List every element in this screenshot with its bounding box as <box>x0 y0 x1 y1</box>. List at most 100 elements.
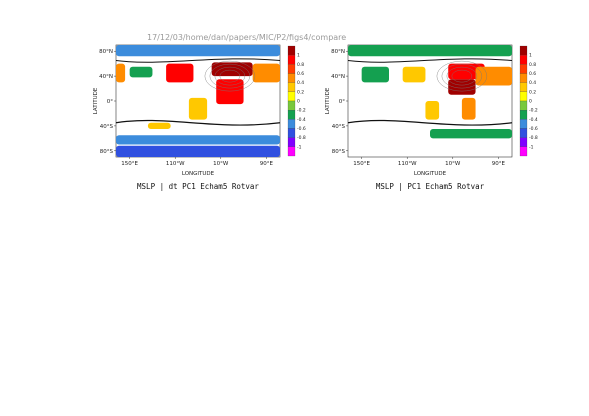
region-southern-ocean-band <box>430 129 512 139</box>
region-south-america <box>425 101 440 120</box>
colorbar-label: 0 <box>297 99 300 105</box>
longitude-tick-label: 110°W <box>398 161 417 167</box>
zero-contour <box>348 119 512 126</box>
region-n-america-core <box>166 63 194 83</box>
zero-contour <box>348 58 512 63</box>
colorbar-segment <box>519 73 528 83</box>
longitude-ticks: 150°E 110°W 10°W 90°E <box>121 157 273 167</box>
latitude-tick-label: 40°N <box>331 74 345 80</box>
colorbar-segment <box>519 100 528 111</box>
latitude-tick-label: 40°S <box>100 124 114 130</box>
chart-title: MSLP | PC1 Echam5 Rotvar <box>376 182 485 191</box>
isoline <box>209 63 251 89</box>
colorbar-label: -0.4 <box>297 117 306 123</box>
colorbar-segment <box>287 146 296 157</box>
colorbar-label: -0.6 <box>529 126 538 132</box>
colorbar-label: -0.8 <box>529 135 538 141</box>
longitude-tick-label: 110°W <box>166 161 185 167</box>
latitude-tick-label: 80°N <box>331 49 345 55</box>
region-africa-core <box>216 79 244 105</box>
colorbar-segment <box>519 146 528 157</box>
x-axis-label: LONGITUDE <box>414 171 447 177</box>
isoline <box>204 60 256 92</box>
region-pacific-south-ring <box>147 122 171 129</box>
map-panel-left: 80°N 40°N 0° 40°S 80°S 150°E 110°W 10°W 90°E LA… <box>93 44 306 191</box>
colorbar-label: 1 <box>297 53 300 59</box>
colorbar-label: -0.8 <box>297 135 306 141</box>
colorbar-segment <box>519 64 528 74</box>
chart-title: MSLP | dt PC1 Echam5 Rotvar <box>137 182 259 191</box>
colorbar-segment <box>519 82 528 92</box>
colorbar-label: 0.4 <box>529 80 536 86</box>
colorbar-label: 0.8 <box>529 62 536 68</box>
isoline <box>436 60 488 92</box>
colorbar-segment <box>519 137 528 147</box>
colorbar: 1 0.8 0.6 0.4 0.2 0 -0.2 -0.4 -0.6 -0.8 -1 <box>287 45 306 157</box>
colorbar-segment <box>519 119 528 129</box>
longitude-tick-label: 90°E <box>260 161 274 167</box>
colorbar-segment <box>287 100 296 111</box>
latitude-ticks: 80°N 40°N 0° 40°S 80°S <box>331 49 348 155</box>
latitude-tick-label: 40°S <box>332 124 346 130</box>
region-s-africa <box>461 97 476 120</box>
latitude-tick-label: 80°S <box>332 149 346 155</box>
isoline <box>214 66 246 86</box>
colorbar-label: -1 <box>529 144 534 150</box>
latitude-tick-label: 80°N <box>99 49 113 55</box>
colorbar-segment <box>519 110 528 120</box>
isoline <box>219 69 241 83</box>
colorbar-label: -0.2 <box>529 108 538 114</box>
colorbar-segment <box>287 82 296 92</box>
contour-lines <box>348 58 512 126</box>
latitude-ticks: 80°N 40°N 0° 40°S 80°S <box>99 49 116 155</box>
region-south-america <box>188 97 208 120</box>
isoline <box>451 69 473 83</box>
map-panel-right: 80°N 40°N 0° 40°S 80°S 150°E 110°W 10°W 90°E LA… <box>325 44 538 191</box>
colorbar-label: 0.2 <box>297 89 304 95</box>
colorbar-segment <box>519 55 528 65</box>
colorbar-segment <box>287 137 296 147</box>
longitude-tick-label: 10°W <box>445 161 461 167</box>
region-asia <box>475 66 512 86</box>
x-axis-label: LONGITUDE <box>182 171 215 177</box>
colorbar-segment <box>287 45 296 56</box>
colorbar: 1 0.8 0.6 0.4 0.2 0 -0.2 -0.4 -0.6 -0.8 -1 <box>519 45 538 157</box>
longitude-tick-label: 150°E <box>121 161 138 167</box>
colorbar-segment <box>287 64 296 74</box>
region-n-pacific <box>129 66 153 78</box>
file-path-header: 17/12/03/home/dan/papers/MIC/P2/figs4/co… <box>147 33 346 42</box>
colorbar-label: -1 <box>297 144 302 150</box>
isoline <box>446 66 478 86</box>
y-axis-label: LATITUDE <box>325 87 331 114</box>
latitude-tick-label: 0° <box>107 99 113 105</box>
longitude-tick-label: 90°E <box>492 161 506 167</box>
zero-contour <box>116 119 280 126</box>
y-axis-label: LATITUDE <box>93 87 99 114</box>
colorbar-label: 0.8 <box>297 62 304 68</box>
region-antarctica-cap <box>116 145 280 157</box>
colorbar-label: 0 <box>529 99 532 105</box>
colorbar-label: -0.2 <box>297 108 306 114</box>
colorbar-segment <box>287 73 296 83</box>
colorbar-segment <box>287 91 296 102</box>
colorbar-segment <box>287 128 296 138</box>
colorbar-segment <box>287 110 296 120</box>
longitude-ticks: 150°E 110°W 10°W 90°E <box>353 157 505 167</box>
latitude-tick-label: 80°S <box>100 149 114 155</box>
colorbar-label: -0.4 <box>529 117 538 123</box>
colorbar-label: 0.6 <box>529 71 536 77</box>
longitude-tick-label: 10°W <box>213 161 229 167</box>
region-arctic-band <box>116 45 280 57</box>
region-arctic-band <box>348 45 512 57</box>
region-n-africa-core <box>448 79 476 95</box>
colorbar-label: 0.4 <box>297 80 304 86</box>
colorbar-label: 0.2 <box>529 89 536 95</box>
colorbar-segment <box>519 91 528 102</box>
colorbar-segment <box>519 128 528 138</box>
region-southern-ocean-band <box>116 135 280 145</box>
colorbar-segment <box>287 119 296 129</box>
longitude-tick-label: 150°E <box>353 161 370 167</box>
region-north-pacific <box>361 66 389 83</box>
colorbar-segment <box>287 55 296 65</box>
